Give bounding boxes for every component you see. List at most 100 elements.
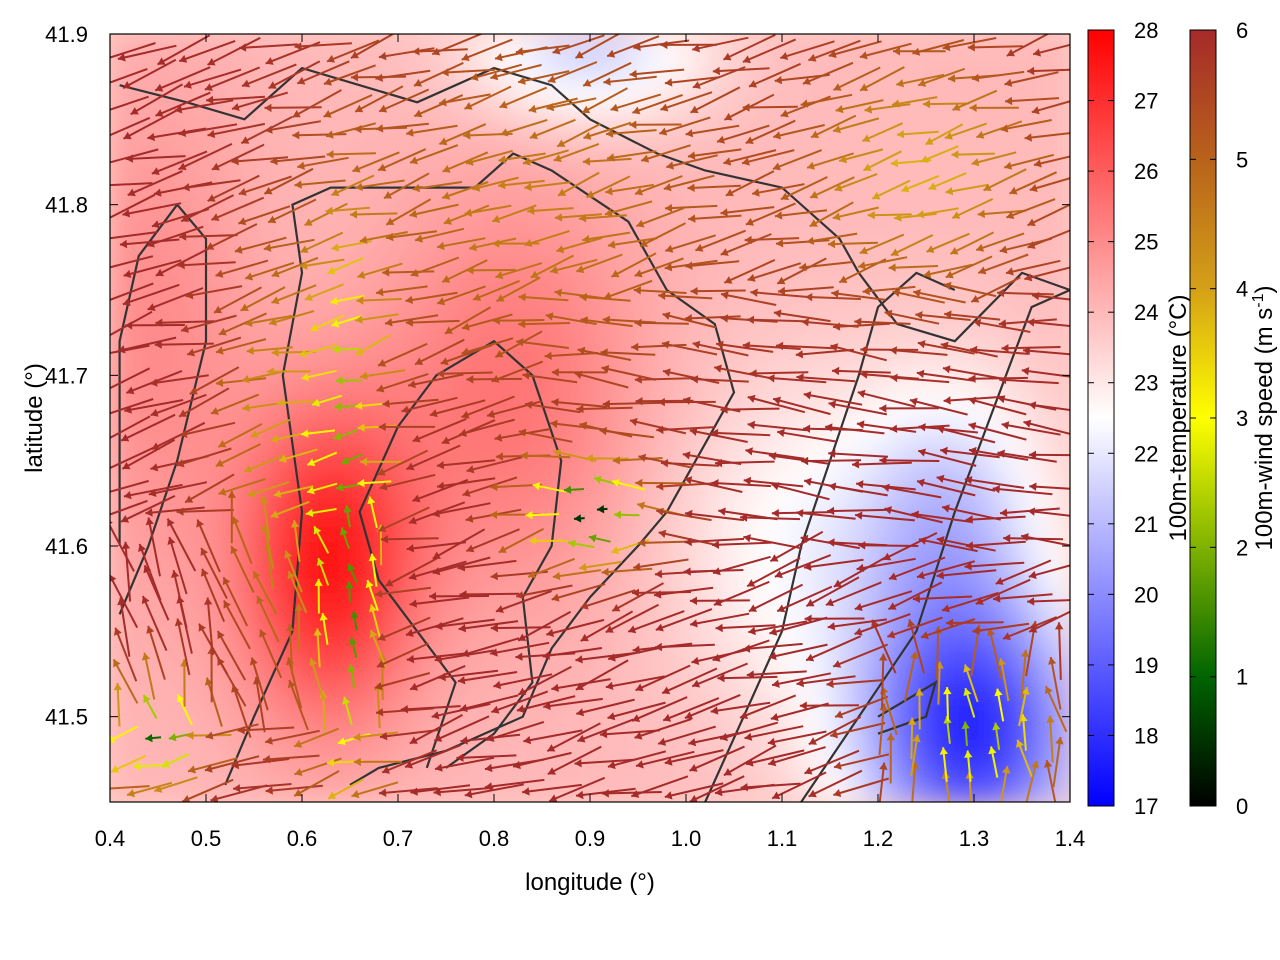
wind-arrow bbox=[1005, 259, 1061, 275]
wind-arrow bbox=[146, 225, 204, 247]
wind-arrow-head bbox=[772, 791, 781, 800]
wind-arrow-head bbox=[879, 456, 887, 465]
wind-arrow bbox=[827, 618, 888, 629]
wind-arrow-head bbox=[204, 764, 213, 773]
wind-arrow-head bbox=[461, 53, 470, 61]
wind-arrow bbox=[909, 399, 968, 416]
heatmap-cell bbox=[948, 392, 976, 420]
wind-arrow bbox=[522, 783, 582, 794]
wind-arrow bbox=[1001, 346, 1061, 350]
wind-arrow-head bbox=[524, 239, 533, 247]
wind-arrow bbox=[999, 378, 1059, 385]
wind-arrow bbox=[374, 586, 432, 596]
wind-arrow-head bbox=[629, 69, 637, 79]
wind-arrow bbox=[293, 770, 340, 797]
heatmap-cell bbox=[972, 224, 1000, 252]
wind-arrow-head bbox=[832, 366, 840, 376]
wind-arrow bbox=[1058, 622, 1062, 680]
wind-arrow-head bbox=[1028, 401, 1037, 410]
wind-arrow-head bbox=[405, 629, 414, 637]
wind-arrow bbox=[949, 231, 995, 255]
wind-arrow-head bbox=[207, 129, 216, 139]
wind-arrow-head bbox=[532, 482, 541, 491]
wind-arrow-head bbox=[720, 733, 728, 742]
wind-arrow-head bbox=[207, 58, 216, 66]
wind-arrow bbox=[413, 94, 464, 118]
wind-arrow-head bbox=[92, 110, 100, 118]
wind-arrow bbox=[185, 285, 243, 298]
wind-arrow-head bbox=[907, 619, 916, 628]
wind-arrow-head bbox=[551, 398, 559, 407]
wind-arrow bbox=[780, 176, 828, 201]
heatmap-cell bbox=[972, 80, 1000, 108]
wind-arrow bbox=[216, 630, 247, 681]
wind-arrow bbox=[655, 608, 713, 631]
heatmap-cell bbox=[132, 608, 160, 636]
wind-arrow-head bbox=[297, 76, 306, 85]
wind-arrow bbox=[218, 478, 266, 495]
wind-arrow-head bbox=[634, 318, 642, 328]
wind-arrow-head bbox=[580, 633, 589, 642]
wind-arrow-head bbox=[599, 426, 607, 436]
wind-arrow bbox=[632, 93, 683, 114]
heatmap-cell bbox=[204, 704, 232, 732]
wind-arrow bbox=[380, 537, 439, 541]
wind-arrow bbox=[663, 174, 715, 190]
wind-arrow-head bbox=[923, 269, 932, 279]
heatmap-cell bbox=[612, 224, 640, 252]
heatmap-cell bbox=[564, 704, 592, 732]
heatmap-cell bbox=[396, 344, 424, 372]
wind-arrow-head bbox=[633, 286, 641, 295]
wind-arrow bbox=[969, 348, 1029, 355]
colorbar-tick-label: 17 bbox=[1134, 794, 1158, 819]
wind-arrow-head bbox=[515, 652, 523, 661]
wind-arrow-head bbox=[522, 787, 530, 796]
wind-arrow bbox=[205, 223, 258, 251]
wind-arrow bbox=[435, 618, 495, 628]
heatmap-cell bbox=[924, 296, 952, 324]
wind-arrow-head bbox=[498, 180, 506, 190]
wind-arrow-head bbox=[801, 318, 809, 327]
wind-arrow-head bbox=[368, 553, 377, 562]
colorbar-tick-label: 20 bbox=[1134, 582, 1158, 607]
wind-arrow bbox=[903, 651, 917, 702]
wind-arrow-head bbox=[457, 676, 466, 685]
heatmap-cell bbox=[1044, 704, 1070, 732]
wind-arrow-head bbox=[742, 55, 751, 64]
heatmap-cell bbox=[348, 512, 376, 540]
wind-arrow-head bbox=[967, 43, 975, 52]
heatmap-cell bbox=[276, 392, 304, 420]
y-axis-title: latitude (°) bbox=[21, 363, 48, 473]
heatmap-cell bbox=[300, 512, 328, 540]
wind-arrow-head bbox=[860, 83, 869, 91]
heatmap-cell bbox=[300, 392, 328, 420]
wind-arrow bbox=[484, 778, 545, 789]
wind-arrow-head bbox=[975, 597, 984, 605]
wind-arrow-head bbox=[692, 340, 701, 349]
wind-arrow bbox=[174, 99, 234, 112]
wind-arrow bbox=[602, 318, 656, 324]
wind-arrow-head bbox=[310, 323, 319, 332]
wind-arrow-head bbox=[746, 670, 755, 679]
wind-arrow bbox=[516, 584, 573, 598]
wind-arrow bbox=[916, 371, 976, 382]
heatmap-cell bbox=[732, 488, 760, 516]
wind-arrow bbox=[287, 657, 303, 709]
heatmap-cell bbox=[660, 608, 688, 636]
wind-arrow-head bbox=[340, 527, 348, 536]
wind-arrow bbox=[382, 270, 435, 274]
wind-arrow-head bbox=[323, 110, 332, 118]
wind-arrow-head bbox=[768, 452, 777, 461]
wind-arrow-head bbox=[367, 496, 376, 505]
wind-arrow bbox=[264, 729, 320, 744]
colorbar-tick-label: 26 bbox=[1134, 159, 1158, 184]
wind-arrow-head bbox=[641, 154, 650, 163]
wind-arrow-head bbox=[386, 232, 394, 242]
wind-arrow bbox=[745, 119, 796, 145]
wind-arrow-head bbox=[582, 105, 591, 114]
wind-arrow bbox=[968, 448, 1029, 461]
wind-arrow bbox=[799, 704, 859, 707]
wind-arrow bbox=[122, 283, 180, 306]
wind-arrow-head bbox=[327, 54, 335, 63]
